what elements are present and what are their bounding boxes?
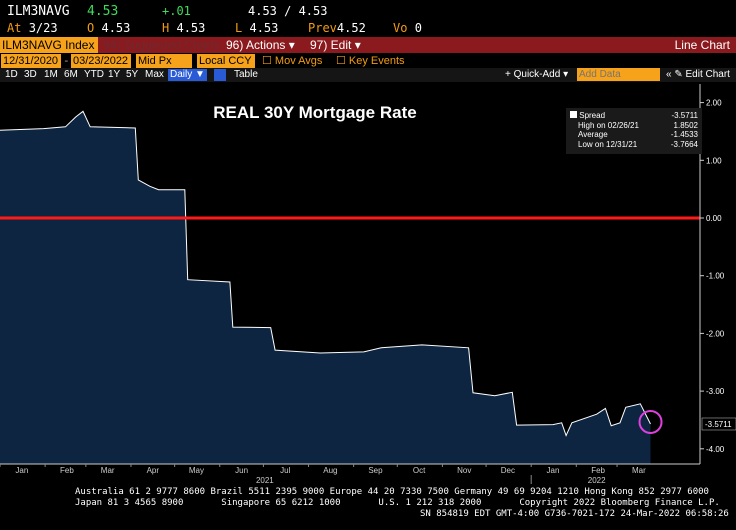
date-separator: - <box>63 54 70 67</box>
x-tick-label: Nov <box>457 466 471 475</box>
x-tick-label: Mar <box>632 466 646 475</box>
chart: 2.00 1.00 0.00 -1.00 -2.00 -3.00 -4.00 Jan Feb Ma… <box>0 84 736 484</box>
legend-low-value: -3.7664 <box>670 139 698 149</box>
quick-add-button[interactable]: + Quick-Add ▾ <box>505 69 569 80</box>
x-tick-label: Sep <box>368 466 383 475</box>
y-tick-label: 0.00 <box>706 214 722 223</box>
x-tick-label: Oct <box>413 466 426 475</box>
edit-chart-label: Edit Chart <box>685 69 730 80</box>
legend-spread-value: -3.5711 <box>671 111 698 120</box>
y-tick-label: -4.00 <box>706 445 725 454</box>
highlight-circle <box>638 409 663 434</box>
currency-select[interactable]: Local CCY <box>197 54 255 68</box>
at-value: 3/23 <box>28 21 58 35</box>
security-field[interactable]: ILM3NAVG Index <box>0 37 98 53</box>
high-label: H <box>162 21 170 35</box>
last-value-tag <box>701 417 736 431</box>
y-tick-label: -1.00 <box>706 272 725 281</box>
legend-avg-label: Average <box>578 130 608 139</box>
x-tick-label: Aug <box>323 466 337 475</box>
net-change: +.01 <box>162 4 191 18</box>
start-date-input[interactable]: 12/31/2020 <box>1 54 61 68</box>
x-tick-label: Mar <box>101 466 115 475</box>
spread-swatch-icon <box>570 111 577 118</box>
edit-button[interactable]: 97) Edit ▾ <box>310 38 361 52</box>
chart-type-label: Line Chart <box>674 38 730 52</box>
actions-button[interactable]: 96) Actions ▾ <box>226 38 295 52</box>
x-tick-label: Jan <box>15 466 28 475</box>
legend-high-value: 1.8502 <box>673 120 698 130</box>
prev-label: Prev <box>308 21 337 35</box>
range-1m[interactable]: 1M <box>44 69 58 80</box>
volume-label: Vo <box>393 21 408 35</box>
x-tick-label: Feb <box>60 466 74 475</box>
series-area <box>0 111 651 465</box>
legend-low-label: Low on 12/31/21 <box>578 139 638 149</box>
range-ytd[interactable]: YTD <box>84 69 104 80</box>
edit-chart-button[interactable]: « ✎ Edit Chart <box>666 69 730 80</box>
footer-line-2: Japan 81 3 4565 8900 Singapore 65 6212 1… <box>75 498 720 508</box>
last-value-label: -3.5711 <box>705 420 732 429</box>
chart-title: REAL 30Y Mortgage Rate <box>213 103 416 122</box>
ticker: ILM3NAVG <box>7 4 70 19</box>
range-6m[interactable]: 6M <box>64 69 78 80</box>
range-1y[interactable]: 1Y <box>108 69 121 80</box>
prev-value: 4.52 <box>336 21 366 35</box>
line-chart-icon[interactable] <box>214 69 226 81</box>
x-tick-label: Jan <box>547 466 560 475</box>
footer-line-1: Australia 61 2 9777 8600 Brazil 5511 239… <box>75 487 709 497</box>
legend-high-label: High on 02/26/21 <box>578 120 639 130</box>
suggested-charts-button[interactable]: 94) Suggested Charts <box>103 38 220 52</box>
bid-ask: 4.53 / 4.53 <box>248 4 328 18</box>
at-label: At <box>7 21 22 35</box>
x-tick-label: May <box>189 466 204 475</box>
x-tick-label: Jun <box>235 466 248 475</box>
series-line <box>0 110 651 437</box>
range-1d[interactable]: 1D <box>5 69 18 80</box>
y-tick-label: -3.00 <box>706 387 725 396</box>
mov-avgs-label: Mov Avgs <box>274 55 323 67</box>
range-3d[interactable]: 3D <box>24 69 37 80</box>
table-button[interactable]: Table <box>234 69 258 80</box>
range-5y[interactable]: 5Y <box>126 69 139 80</box>
y-tick-label: 2.00 <box>706 99 722 108</box>
mov-avgs-checkbox[interactable]: ☐ Mov Avgs <box>262 55 323 67</box>
legend: Spread -3.5711 High on 02/26/21 1.8502 Ave… <box>566 108 702 154</box>
key-events-label: Key Events <box>348 55 405 67</box>
x-tick-label: Apr <box>147 466 160 475</box>
low-label: L <box>235 21 243 35</box>
legend-spread-label: Spread <box>579 111 606 120</box>
field-select[interactable]: Mid Px <box>136 54 192 68</box>
x-tick-label: Jul <box>280 466 290 475</box>
year-label: 2021 <box>256 476 274 484</box>
range-max[interactable]: Max <box>145 69 164 80</box>
legend-avg-value: -1.4533 <box>670 130 698 139</box>
period-select[interactable]: Daily ▼ <box>168 69 207 81</box>
x-tick-label: Feb <box>591 466 605 475</box>
x-tick-label: Dec <box>501 466 515 475</box>
y-tick-label: 1.00 <box>706 156 722 165</box>
footer-line-3: SN 854819 EDT GMT-4:00 G736-7021-172 24-… <box>420 509 729 519</box>
year-label: 2022 <box>588 476 606 484</box>
volume-value: 0 <box>414 21 422 35</box>
last-price: 4.53 <box>87 4 119 19</box>
end-date-input[interactable]: 03/23/2022 <box>71 54 131 68</box>
y-tick-label: -2.00 <box>706 329 725 338</box>
open-value: 4.53 <box>101 21 131 35</box>
function-bar: ILM3NAVG Index 94) Suggested Charts 96) … <box>0 37 736 53</box>
open-label: O <box>87 21 95 35</box>
add-data-input[interactable] <box>577 68 660 81</box>
low-value: 4.53 <box>249 21 279 35</box>
key-events-checkbox[interactable]: ☐ Key Events <box>336 55 405 67</box>
high-value: 4.53 <box>176 21 206 35</box>
